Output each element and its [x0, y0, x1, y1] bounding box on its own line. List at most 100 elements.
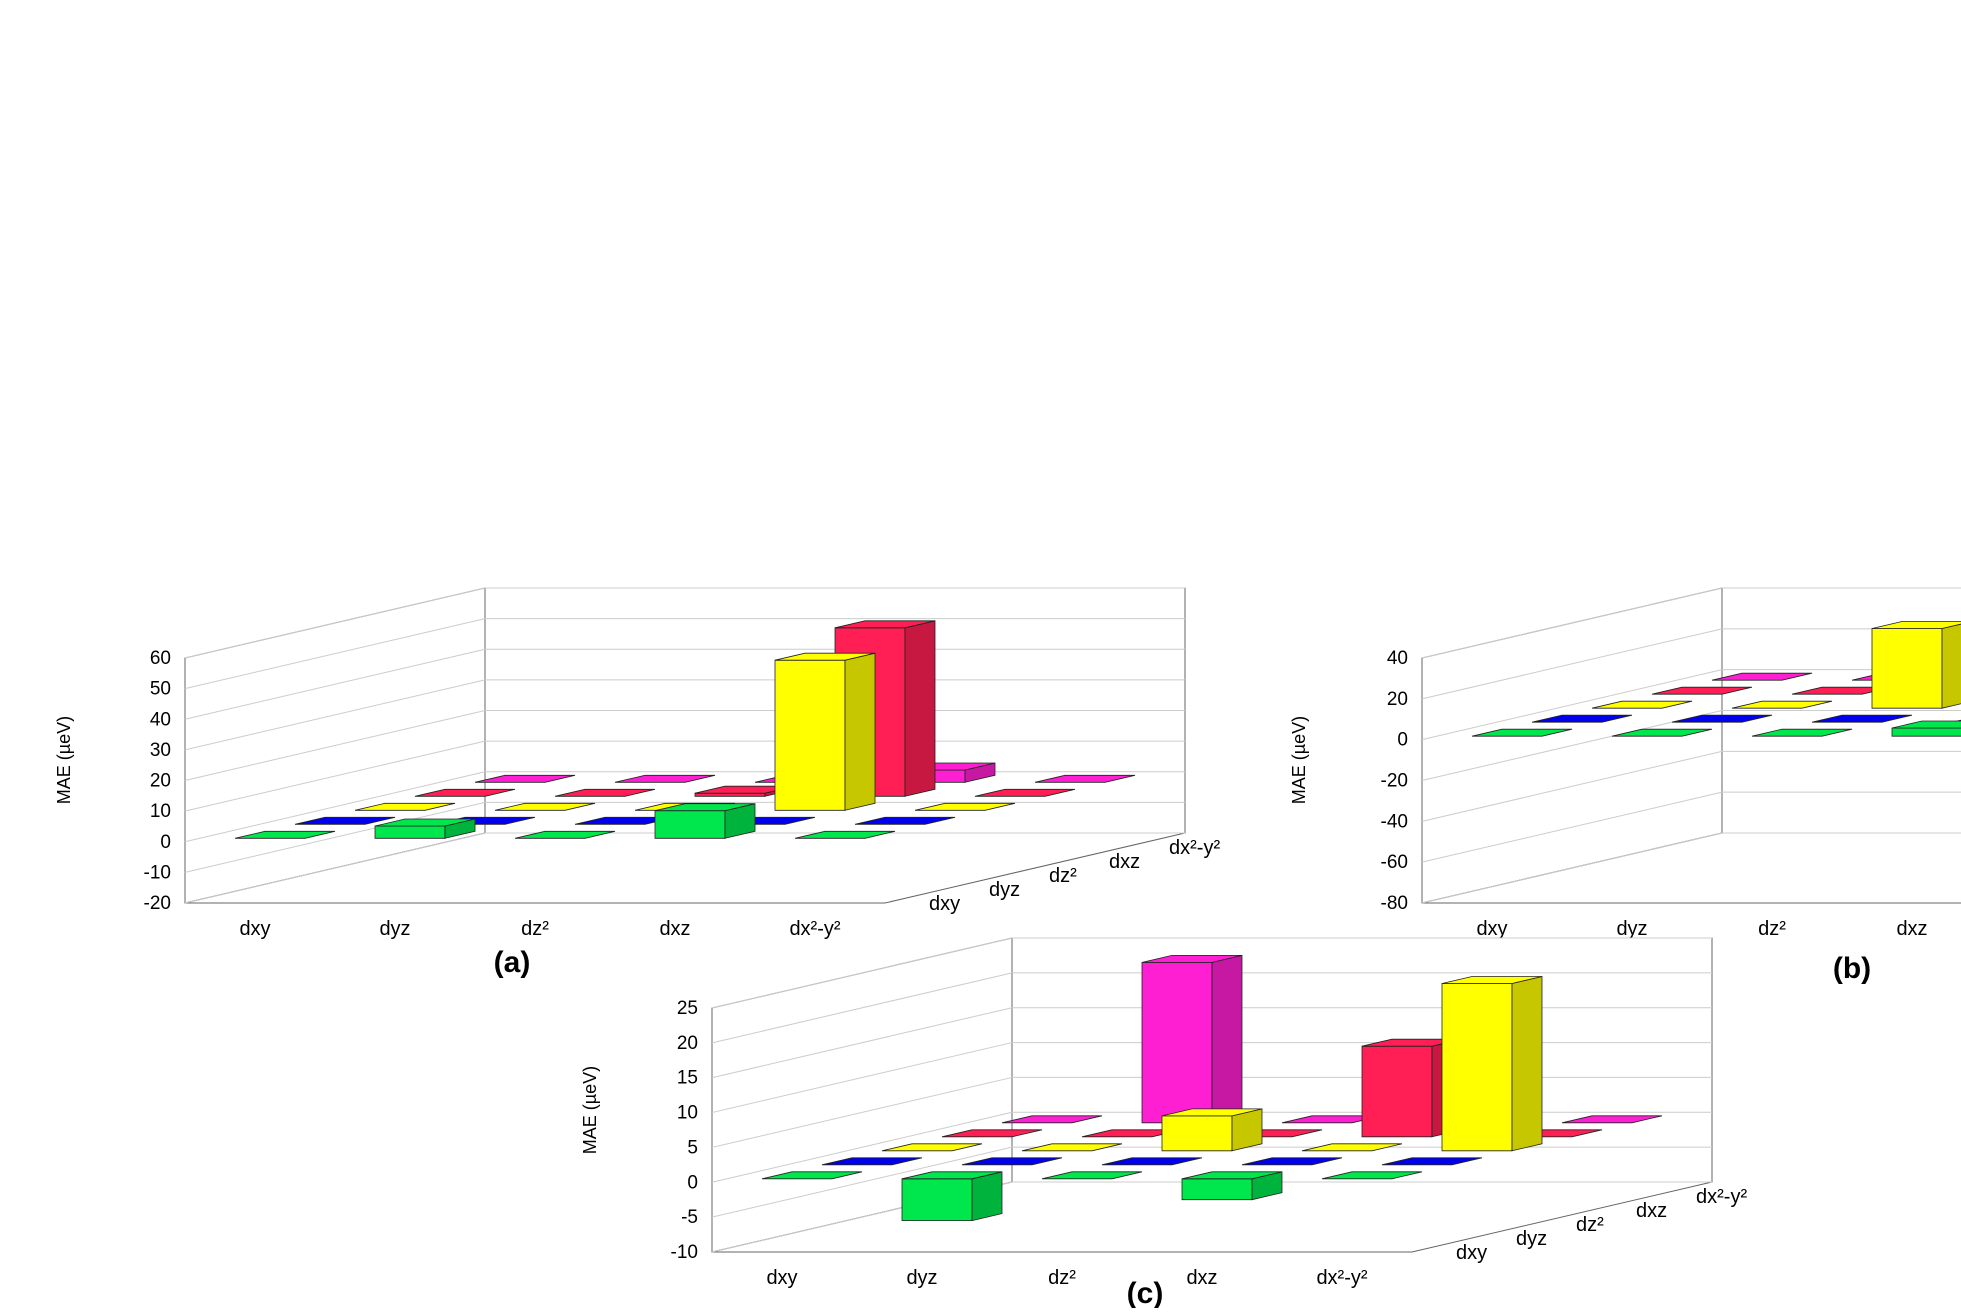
side-gridline — [1421, 791, 1723, 863]
y-tick-label: 0 — [687, 1172, 698, 1193]
bar-flat — [1034, 774, 1136, 783]
z-category-label: dyz — [1516, 1228, 1547, 1250]
side-gridline — [184, 740, 486, 812]
y-tick-label: -10 — [144, 862, 171, 883]
bar-side — [1211, 954, 1243, 1124]
bar-flat — [1671, 714, 1773, 723]
bar-r0-c1 — [901, 1171, 1003, 1222]
side-gridline — [711, 972, 1013, 1044]
panel-label: (c) — [1127, 1277, 1164, 1308]
bar-r4-c4 — [1034, 774, 1136, 783]
bar-r4-c0 — [474, 774, 576, 783]
bar-r4-c1 — [1141, 954, 1243, 1124]
bar-r0-c2 — [1041, 1171, 1143, 1180]
bar-r0-c4 — [1321, 1171, 1423, 1180]
bar-top — [1891, 720, 1961, 729]
bar-front — [1181, 1178, 1253, 1201]
panel-label: (a) — [494, 946, 531, 979]
bar-top — [374, 818, 476, 827]
bar-r0-c1 — [1611, 728, 1713, 737]
bar-flat — [414, 788, 516, 797]
y-tick-label: 20 — [1387, 689, 1408, 710]
bar-flat — [1711, 672, 1813, 681]
bar-flat — [1301, 1143, 1403, 1152]
x-category-label: dyz — [906, 1267, 937, 1289]
side-gridline — [1421, 832, 1723, 904]
bar-r0-c0 — [1471, 728, 1573, 737]
z-category-label: dxy — [929, 893, 960, 915]
y-tick-label: 0 — [160, 832, 171, 853]
chart-0: -20 -10 0 10 20 30 40 50 60 MAE (µeV) dxy dyz dz² dxz… — [54, 587, 1220, 979]
y-tick-label: 40 — [1387, 648, 1408, 669]
panel-label: (b) — [1833, 952, 1871, 985]
x-category-label: dx²-y² — [789, 918, 840, 940]
bar-r4-c0 — [1001, 1115, 1103, 1124]
bar-side — [844, 652, 876, 811]
z-category-label: dyz — [989, 879, 1020, 901]
x-category-label: dyz — [379, 918, 410, 940]
bar-flat — [1321, 1171, 1423, 1180]
bar-front — [374, 825, 446, 839]
side-gridline — [711, 1076, 1013, 1148]
bar-r2-c0 — [1591, 700, 1693, 709]
bar-side — [904, 620, 936, 797]
bar-flat — [1101, 1157, 1203, 1166]
bar-r1-c3 — [1241, 1157, 1343, 1166]
bar-front — [901, 1178, 973, 1221]
bar-front — [1161, 1115, 1233, 1152]
bar-r0-c3 — [1181, 1171, 1283, 1201]
bar-flat — [881, 1143, 983, 1152]
z-category-label: dz² — [1049, 865, 1077, 887]
bar-flat — [974, 788, 1076, 797]
y-axis-title: MAE (µeV) — [54, 716, 74, 804]
side-gridline — [711, 1146, 1013, 1218]
y-tick-label: -60 — [1381, 852, 1408, 873]
bar-r0-c3 — [1891, 720, 1961, 737]
z-category-label: dz² — [1576, 1214, 1604, 1236]
bar-side — [1511, 975, 1543, 1152]
y-tick-label: 10 — [677, 1103, 698, 1124]
bar-r2-c1 — [494, 802, 596, 811]
bar-flat — [1591, 700, 1693, 709]
bar-r1-c0 — [1531, 714, 1633, 723]
bar-side — [971, 1171, 1003, 1222]
side-gridline — [711, 937, 1013, 1009]
side-gridline — [184, 679, 486, 751]
bar-r0-c0 — [234, 830, 336, 839]
bar-r2-c4 — [1441, 975, 1543, 1152]
x-category-label: dz² — [1048, 1267, 1076, 1289]
y-tick-label: -40 — [1381, 811, 1408, 832]
bar-r0-c1 — [374, 818, 476, 839]
bar-front — [1441, 983, 1513, 1152]
side-gridline — [184, 771, 486, 843]
bar-flat — [761, 1171, 863, 1180]
bar-r3-c0 — [414, 788, 516, 797]
bar-flat — [1611, 728, 1713, 737]
bar-top — [1141, 955, 1243, 963]
bar-flat — [1041, 1171, 1143, 1180]
bar-flat — [294, 816, 396, 825]
bar-flat — [1731, 700, 1833, 709]
chart-2: -10 -5 0 5 10 15 20 25 MAE (µeV) dxy dyz dz² dxz dx²-… — [580, 937, 1747, 1310]
y-tick-label: 60 — [150, 648, 171, 669]
bar-flat — [554, 788, 656, 797]
z-category-label: dxz — [1636, 1200, 1667, 1222]
bar-flat — [514, 830, 616, 839]
bar-front — [654, 810, 726, 839]
y-tick-label: -5 — [681, 1207, 698, 1228]
bar-flat — [1471, 728, 1573, 737]
bar-flat — [821, 1157, 923, 1166]
y-tick-label: 50 — [150, 679, 171, 700]
y-tick-label: 30 — [150, 740, 171, 761]
bar-flat — [1001, 1115, 1103, 1124]
bar-r1-c4 — [854, 816, 956, 825]
bar-r0-c4 — [794, 830, 896, 839]
bar-flat — [961, 1157, 1063, 1166]
bar-flat — [914, 802, 1016, 811]
y-tick-label: 40 — [150, 709, 171, 730]
side-gridline — [184, 832, 486, 904]
bar-r0-c2 — [1751, 728, 1853, 737]
bar-r0-c0 — [761, 1171, 863, 1180]
bar-top — [1871, 621, 1961, 629]
